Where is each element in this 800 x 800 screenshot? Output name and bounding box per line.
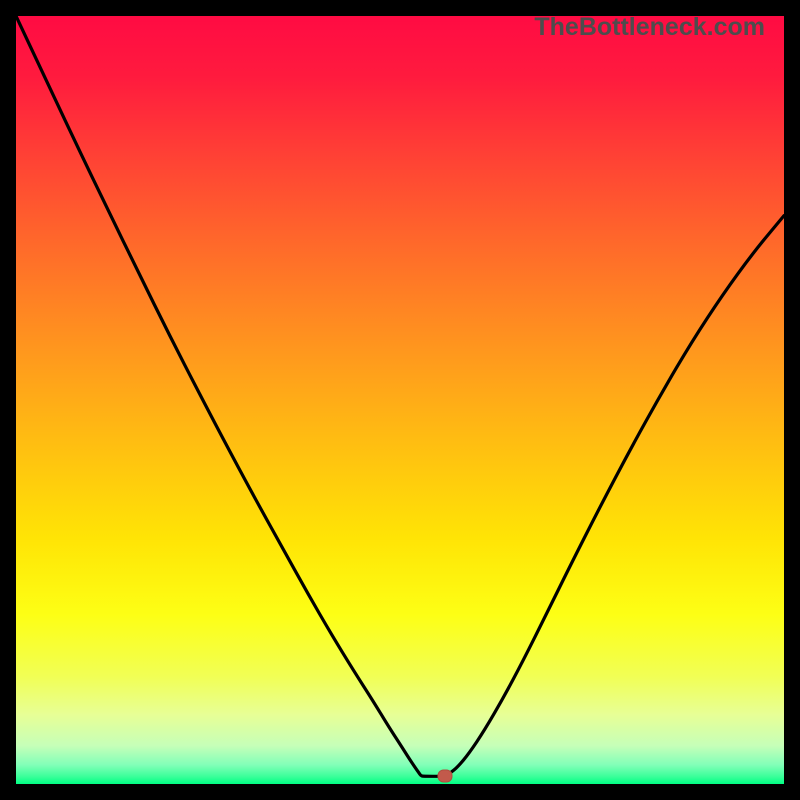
minimum-marker xyxy=(437,769,452,782)
watermark-text: TheBottleneck.com xyxy=(534,13,765,42)
outer-frame: TheBottleneck.com xyxy=(0,0,800,800)
curve-layer xyxy=(16,16,784,784)
plot-area: TheBottleneck.com xyxy=(16,16,784,784)
bottleneck-curve xyxy=(16,16,784,776)
